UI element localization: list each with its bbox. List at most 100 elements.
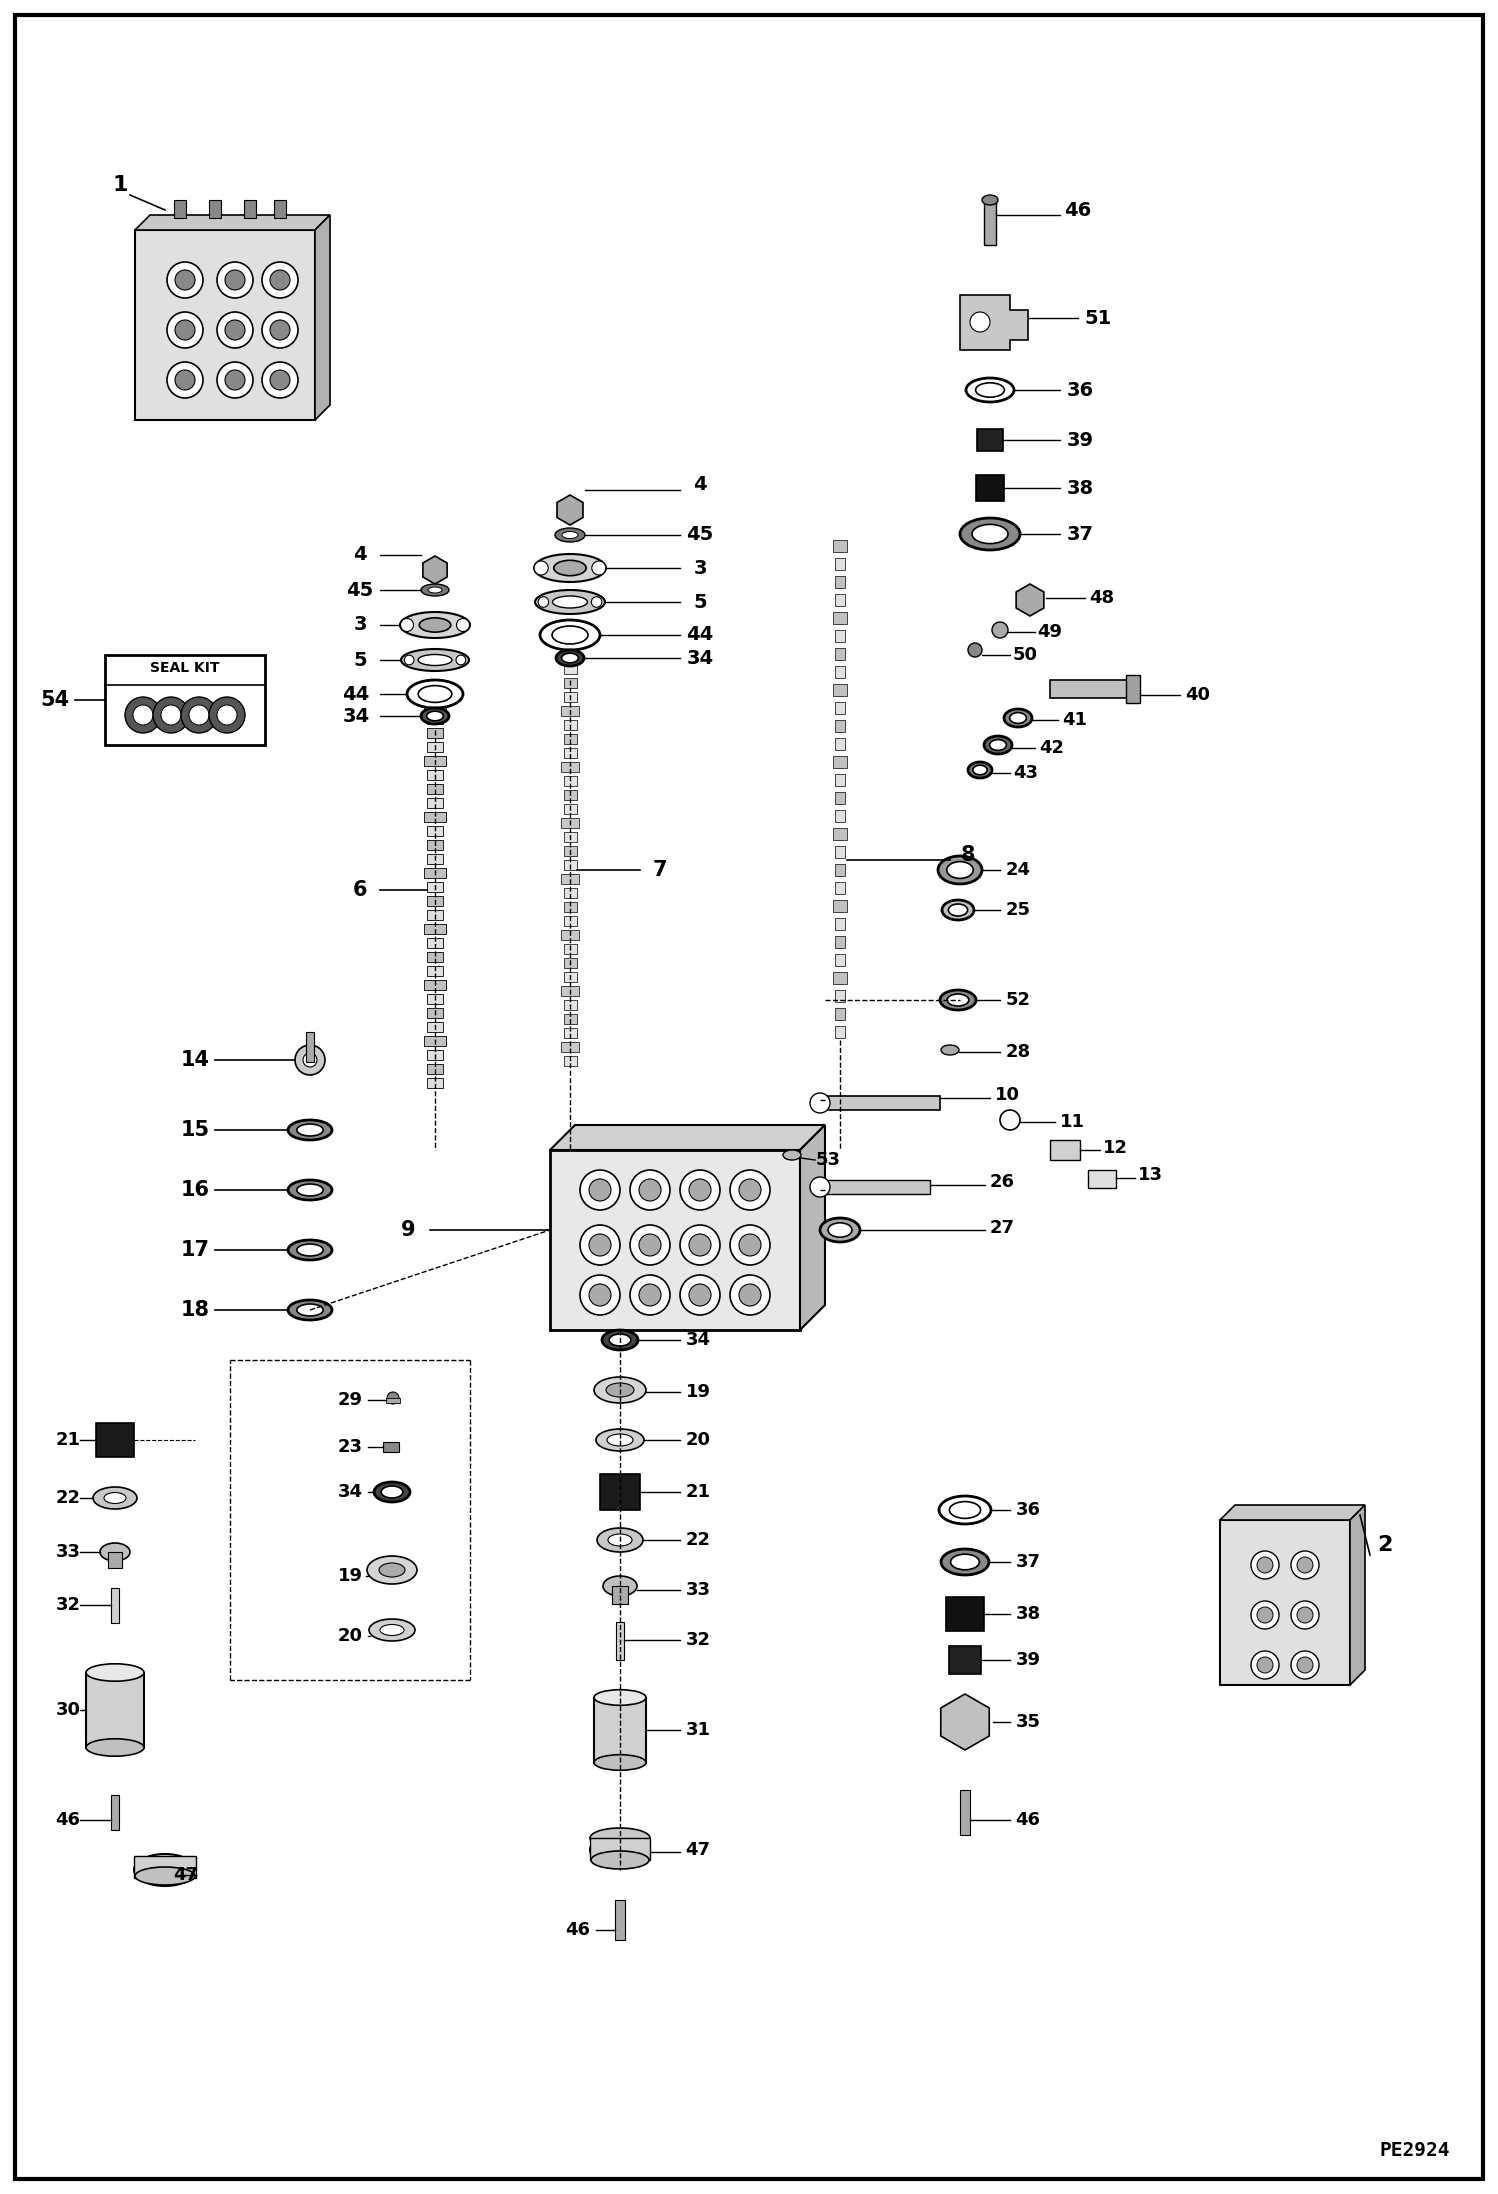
Text: 45: 45 <box>346 581 373 599</box>
Circle shape <box>680 1224 721 1266</box>
Circle shape <box>730 1275 770 1314</box>
Text: 46: 46 <box>566 1922 590 1939</box>
Text: 37: 37 <box>1067 524 1094 544</box>
Text: 40: 40 <box>1185 687 1210 704</box>
Text: 38: 38 <box>1067 478 1094 498</box>
Circle shape <box>640 1178 661 1200</box>
Bar <box>819 1180 930 1194</box>
Bar <box>834 702 845 713</box>
Ellipse shape <box>590 1828 650 1847</box>
Bar <box>1088 1169 1116 1187</box>
Ellipse shape <box>421 709 449 724</box>
Text: 52: 52 <box>1005 992 1031 1009</box>
Circle shape <box>175 371 195 391</box>
Bar <box>834 864 845 875</box>
Text: 36: 36 <box>1067 380 1094 399</box>
Circle shape <box>538 597 548 608</box>
Ellipse shape <box>951 1553 980 1569</box>
Bar <box>563 959 577 968</box>
Circle shape <box>1257 1558 1273 1573</box>
Ellipse shape <box>418 654 452 665</box>
Ellipse shape <box>596 1428 644 1450</box>
Ellipse shape <box>288 1119 333 1141</box>
Bar <box>424 924 446 935</box>
Ellipse shape <box>972 524 1008 544</box>
Circle shape <box>631 1169 670 1211</box>
Bar <box>427 882 443 893</box>
Text: 32: 32 <box>55 1595 81 1615</box>
Bar <box>427 853 443 864</box>
Ellipse shape <box>595 1689 646 1705</box>
Bar <box>427 1022 443 1031</box>
Circle shape <box>225 371 246 391</box>
Text: 9: 9 <box>400 1220 415 1240</box>
Bar <box>563 917 577 926</box>
Circle shape <box>225 270 246 290</box>
Bar <box>563 735 577 744</box>
Bar <box>563 691 577 702</box>
Text: 14: 14 <box>180 1051 210 1071</box>
Circle shape <box>631 1224 670 1266</box>
Text: 21: 21 <box>686 1483 710 1501</box>
Circle shape <box>1291 1602 1320 1628</box>
Text: 47: 47 <box>174 1867 199 1885</box>
Circle shape <box>689 1233 712 1255</box>
Bar <box>834 647 845 660</box>
Circle shape <box>217 704 237 724</box>
Bar <box>427 1007 443 1018</box>
Bar <box>834 774 845 785</box>
Text: 42: 42 <box>1040 739 1065 757</box>
Ellipse shape <box>379 1562 404 1577</box>
Bar <box>560 873 580 884</box>
Bar <box>96 1424 133 1457</box>
Text: 34: 34 <box>343 706 370 726</box>
Bar <box>383 1441 398 1452</box>
Text: 23: 23 <box>337 1437 363 1457</box>
Bar <box>560 985 580 996</box>
Ellipse shape <box>297 1185 324 1196</box>
Bar <box>427 952 443 961</box>
Bar <box>950 1646 981 1674</box>
Bar <box>563 1014 577 1025</box>
Bar <box>563 972 577 983</box>
Circle shape <box>400 619 413 632</box>
Bar <box>834 882 845 893</box>
Bar <box>977 430 1004 452</box>
Polygon shape <box>135 215 330 230</box>
Polygon shape <box>135 230 315 419</box>
Ellipse shape <box>369 1619 415 1641</box>
Circle shape <box>640 1233 661 1255</box>
Bar <box>834 1027 845 1038</box>
Bar <box>560 649 580 660</box>
Ellipse shape <box>135 1867 195 1885</box>
Circle shape <box>739 1178 761 1200</box>
Ellipse shape <box>990 739 1007 750</box>
Ellipse shape <box>533 555 607 581</box>
Text: 53: 53 <box>815 1152 840 1169</box>
Ellipse shape <box>972 766 987 774</box>
Ellipse shape <box>975 382 1004 397</box>
Circle shape <box>1251 1551 1279 1580</box>
Text: 3: 3 <box>354 617 367 634</box>
Bar <box>601 1474 640 1509</box>
Polygon shape <box>315 215 330 419</box>
Text: 34: 34 <box>686 1332 710 1349</box>
Ellipse shape <box>595 1755 646 1771</box>
Circle shape <box>455 656 466 665</box>
Circle shape <box>404 656 413 665</box>
Circle shape <box>592 562 605 575</box>
Circle shape <box>217 261 253 298</box>
Circle shape <box>1001 1110 1020 1130</box>
Bar <box>133 1856 196 1878</box>
Ellipse shape <box>1004 709 1032 726</box>
Circle shape <box>580 1275 620 1314</box>
Ellipse shape <box>288 1180 333 1200</box>
Ellipse shape <box>941 1044 959 1055</box>
Bar <box>424 700 446 711</box>
Text: 28: 28 <box>1005 1042 1031 1062</box>
Ellipse shape <box>1010 713 1026 724</box>
Text: 41: 41 <box>1062 711 1088 728</box>
Ellipse shape <box>133 1854 196 1887</box>
Text: 12: 12 <box>1103 1139 1128 1156</box>
Circle shape <box>1291 1551 1320 1580</box>
